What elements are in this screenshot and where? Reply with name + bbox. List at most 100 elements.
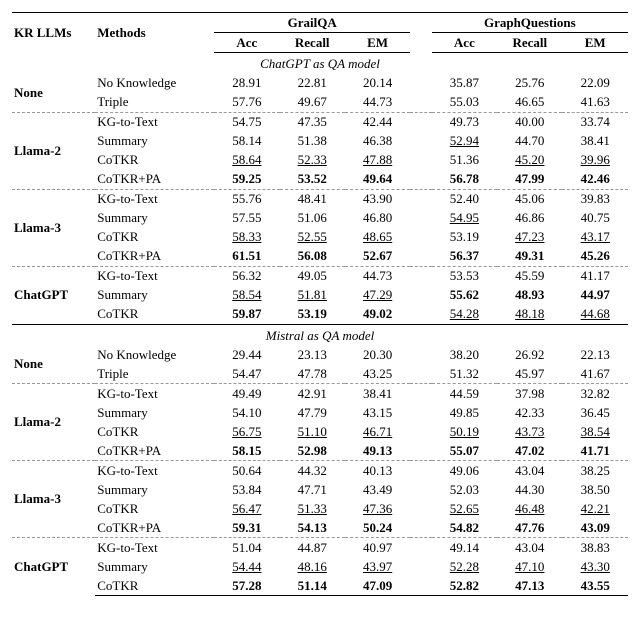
cell-value: 41.71 xyxy=(562,441,628,461)
cell-value: 49.13 xyxy=(345,441,410,461)
cell-value: 44.70 xyxy=(497,132,562,151)
subcol-recall-1: Recall xyxy=(280,33,345,53)
table-row: Llama-2KG-to-Text54.7547.3542.4449.7340.… xyxy=(12,112,628,132)
cell-value: 45.26 xyxy=(562,247,628,267)
method-label: No Knowledge xyxy=(95,74,214,93)
cell-value: 56.47 xyxy=(214,499,279,518)
method-label: CoTKR xyxy=(95,499,214,518)
cell-value: 48.93 xyxy=(497,286,562,305)
cell-value: 51.81 xyxy=(280,286,345,305)
cell-value: 52.03 xyxy=(432,480,497,499)
cell-value: 59.87 xyxy=(214,305,279,325)
cell-value: 43.97 xyxy=(345,557,410,576)
cell-value: 54.13 xyxy=(280,518,345,538)
cell-value: 53.19 xyxy=(280,305,345,325)
cell-value: 52.94 xyxy=(432,132,497,151)
cell-value: 42.44 xyxy=(345,112,410,132)
cell-value: 54.82 xyxy=(432,518,497,538)
subcol-em-2: EM xyxy=(562,33,628,53)
cell-value: 48.41 xyxy=(280,189,345,209)
table-row: CoTKR59.8753.1949.0254.2848.1844.68 xyxy=(12,305,628,325)
table-row: CoTKR+PA61.5156.0852.6756.3749.3145.26 xyxy=(12,247,628,267)
cell-value: 42.33 xyxy=(497,403,562,422)
cell-value: 55.62 xyxy=(432,286,497,305)
subcol-acc-1: Acc xyxy=(214,33,279,53)
cell-value: 39.83 xyxy=(562,189,628,209)
method-label: KG-to-Text xyxy=(95,538,214,558)
cell-value: 51.06 xyxy=(280,209,345,228)
cell-value: 43.55 xyxy=(562,576,628,596)
cell-value: 47.79 xyxy=(280,403,345,422)
method-label: CoTKR+PA xyxy=(95,247,214,267)
results-table: KR LLMs Methods GrailQA GraphQuestions A… xyxy=(12,12,628,596)
cell-value: 49.85 xyxy=(432,403,497,422)
cell-value: 45.20 xyxy=(497,151,562,170)
kr-label: ChatGPT xyxy=(12,266,95,324)
cell-value: 44.68 xyxy=(562,305,628,325)
cell-value: 52.33 xyxy=(280,151,345,170)
table-row: Summary57.5551.0646.8054.9546.8640.75 xyxy=(12,209,628,228)
cell-value: 52.55 xyxy=(280,228,345,247)
cell-value: 57.55 xyxy=(214,209,279,228)
cell-value: 45.59 xyxy=(497,266,562,286)
method-label: Triple xyxy=(95,364,214,384)
cell-value: 55.76 xyxy=(214,189,279,209)
method-label: CoTKR xyxy=(95,576,214,596)
cell-value: 43.04 xyxy=(497,461,562,481)
table-row: CoTKR58.6452.3347.8851.3645.2039.96 xyxy=(12,151,628,170)
kr-label: None xyxy=(12,74,95,113)
method-label: Triple xyxy=(95,93,214,113)
cell-value: 54.47 xyxy=(214,364,279,384)
cell-value: 29.44 xyxy=(214,345,279,364)
table-row: NoneNo Knowledge28.9122.8120.1435.8725.7… xyxy=(12,74,628,93)
table-row: Triple54.4747.7843.2551.3245.9741.67 xyxy=(12,364,628,384)
kr-label: Llama-2 xyxy=(12,384,95,461)
cell-value: 20.30 xyxy=(345,345,410,364)
cell-value: 43.15 xyxy=(345,403,410,422)
cell-value: 38.50 xyxy=(562,480,628,499)
method-label: Summary xyxy=(95,480,214,499)
method-label: CoTKR xyxy=(95,228,214,247)
cell-value: 46.65 xyxy=(497,93,562,113)
cell-value: 56.75 xyxy=(214,422,279,441)
section-title: ChatGPT as QA model xyxy=(12,53,628,74)
col-header-methods: Methods xyxy=(95,13,214,53)
method-label: No Knowledge xyxy=(95,345,214,364)
kr-label: Llama-2 xyxy=(12,112,95,189)
cell-value: 47.71 xyxy=(280,480,345,499)
cell-value: 57.28 xyxy=(214,576,279,596)
cell-value: 38.54 xyxy=(562,422,628,441)
cell-value: 51.14 xyxy=(280,576,345,596)
cell-value: 43.25 xyxy=(345,364,410,384)
cell-value: 43.09 xyxy=(562,518,628,538)
cell-value: 43.90 xyxy=(345,189,410,209)
cell-value: 44.73 xyxy=(345,266,410,286)
cell-value: 50.19 xyxy=(432,422,497,441)
cell-value: 42.91 xyxy=(280,384,345,404)
table-row: Summary54.1047.7943.1549.8542.3336.45 xyxy=(12,403,628,422)
section-title: Mistral as QA model xyxy=(12,324,628,345)
cell-value: 41.63 xyxy=(562,93,628,113)
cell-value: 51.32 xyxy=(432,364,497,384)
cell-value: 48.18 xyxy=(497,305,562,325)
cell-value: 39.96 xyxy=(562,151,628,170)
cell-value: 43.04 xyxy=(497,538,562,558)
cell-value: 58.15 xyxy=(214,441,279,461)
table-row: CoTKR56.4751.3347.3652.6546.4842.21 xyxy=(12,499,628,518)
kr-label: None xyxy=(12,345,95,384)
cell-value: 38.41 xyxy=(345,384,410,404)
table-row: Summary58.1451.3846.3852.9444.7038.41 xyxy=(12,132,628,151)
cell-value: 35.87 xyxy=(432,74,497,93)
cell-value: 40.13 xyxy=(345,461,410,481)
cell-value: 61.51 xyxy=(214,247,279,267)
cell-value: 23.13 xyxy=(280,345,345,364)
cell-value: 40.75 xyxy=(562,209,628,228)
cell-value: 36.45 xyxy=(562,403,628,422)
cell-value: 55.03 xyxy=(432,93,497,113)
cell-value: 44.30 xyxy=(497,480,562,499)
cell-value: 44.87 xyxy=(280,538,345,558)
subcol-em-1: EM xyxy=(345,33,410,53)
col-header-kr: KR LLMs xyxy=(12,13,95,53)
cell-value: 52.40 xyxy=(432,189,497,209)
cell-value: 47.02 xyxy=(497,441,562,461)
